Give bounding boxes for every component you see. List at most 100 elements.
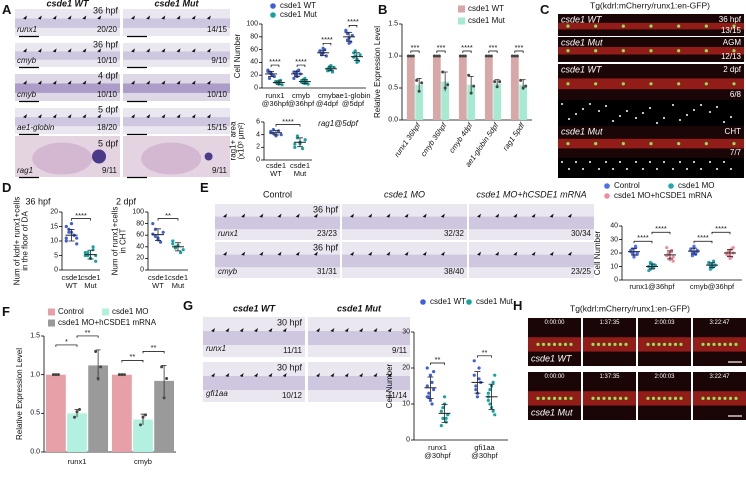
time-label: 0:00:00 [544,319,565,326]
data-point [472,359,476,363]
gfp-cell [624,396,628,400]
sample-point [409,54,413,58]
arrowhead [52,15,57,20]
legend-label: Control [58,306,84,316]
data-point [726,250,731,254]
arrowhead [513,213,518,218]
data-point [280,83,284,87]
cell-dot [561,103,563,105]
annotation: rag1@5dpf [318,118,358,128]
stage-label: 2 dpf [723,64,741,74]
arrowhead [282,373,287,377]
arrowhead [239,373,244,377]
count-label: 13/15 [720,25,741,35]
gfp-cell [646,342,650,346]
gfp-cell [734,396,738,400]
cell-dot [575,161,577,163]
arrowhead [67,15,72,20]
data-point [306,82,310,86]
sample-point [495,85,499,89]
legend-label: csde1 Mut [468,15,505,25]
data-point [477,377,481,381]
data-point [708,267,713,271]
cell-dot [672,104,674,106]
row-label: csde1 Mut [531,407,573,418]
gfp-cell [732,82,736,86]
y-tick-label: 0.0 [30,448,40,456]
arrowhead [176,15,181,20]
data-point [635,251,639,255]
x-tick-label: csde1 WT [61,273,82,290]
cell-dot [589,103,591,105]
legend-swatch [48,319,55,327]
gfp-cell [566,49,570,53]
gfp-cell [618,342,623,346]
data-point [665,246,669,250]
arrowhead [404,251,409,256]
arrowhead [373,328,378,332]
data-point [439,409,443,413]
data-point [67,230,71,234]
x-tick-label: cmyb @4dpf [315,91,339,108]
sample-point [99,365,103,369]
cell-dot [561,161,563,163]
cell-dot [700,104,702,106]
arrowhead [387,328,392,332]
gfp-cell [649,24,653,28]
cell-dot [679,119,681,121]
gfp-cell [621,142,625,146]
gfp-cell [649,142,653,146]
cell-dot [730,116,732,118]
sample-point [141,415,145,419]
panel-letter: A [2,2,12,18]
gfp-cell [662,342,667,346]
legend-label: csde1 Mut [476,296,513,306]
x-tick-label: runx1 [67,457,87,467]
gfp-cell [704,82,708,86]
y-tick-label: 30 [610,235,618,243]
arrowhead [223,213,227,218]
cell-dot [700,168,702,170]
significance-label: ** [481,347,488,357]
data-point [293,142,297,146]
y-tick-label: 10 [402,400,410,408]
significance-label: ** [165,210,171,220]
cell-dot [656,168,658,170]
gene-label: runx1 [17,24,38,34]
cell-dot [598,110,600,112]
time-label: 36 hpf [312,204,338,215]
data-point [427,391,431,395]
gfp-cell [704,49,708,53]
arrowhead [313,251,318,256]
data-point [330,70,335,74]
arrowhead [241,213,246,218]
y-tick-label: 0 [254,84,258,92]
y-tick-label: 10 [50,237,58,245]
arrowhead [191,114,196,119]
data-point [634,246,638,250]
arrowhead [161,114,166,119]
data-point [267,76,272,80]
arrowhead [146,114,151,119]
time-label: 2:00:03 [654,319,675,326]
cell-dot [582,168,584,170]
count-label: 30/34 [570,228,591,238]
y-tick-label: 1.0 [30,370,40,378]
arrowhead [176,114,181,119]
legend-label: csde1 MO [112,306,149,316]
data-point [491,409,495,413]
data-point [324,54,328,58]
significance-label: ** [129,352,136,362]
gfp-cell [621,24,625,28]
y-tick-label: 20 [250,71,258,79]
panel-letter: H [513,298,523,314]
cell-dot [619,161,621,163]
cell-dot [626,110,628,112]
significance-label: **** [697,233,709,243]
data-point [486,398,490,402]
data-point [425,366,429,370]
ish-band [342,254,467,268]
y-tick-label: 20 [402,364,410,372]
x-tick-label: runx1 @36hpf [261,91,289,108]
sample-point [461,54,465,58]
